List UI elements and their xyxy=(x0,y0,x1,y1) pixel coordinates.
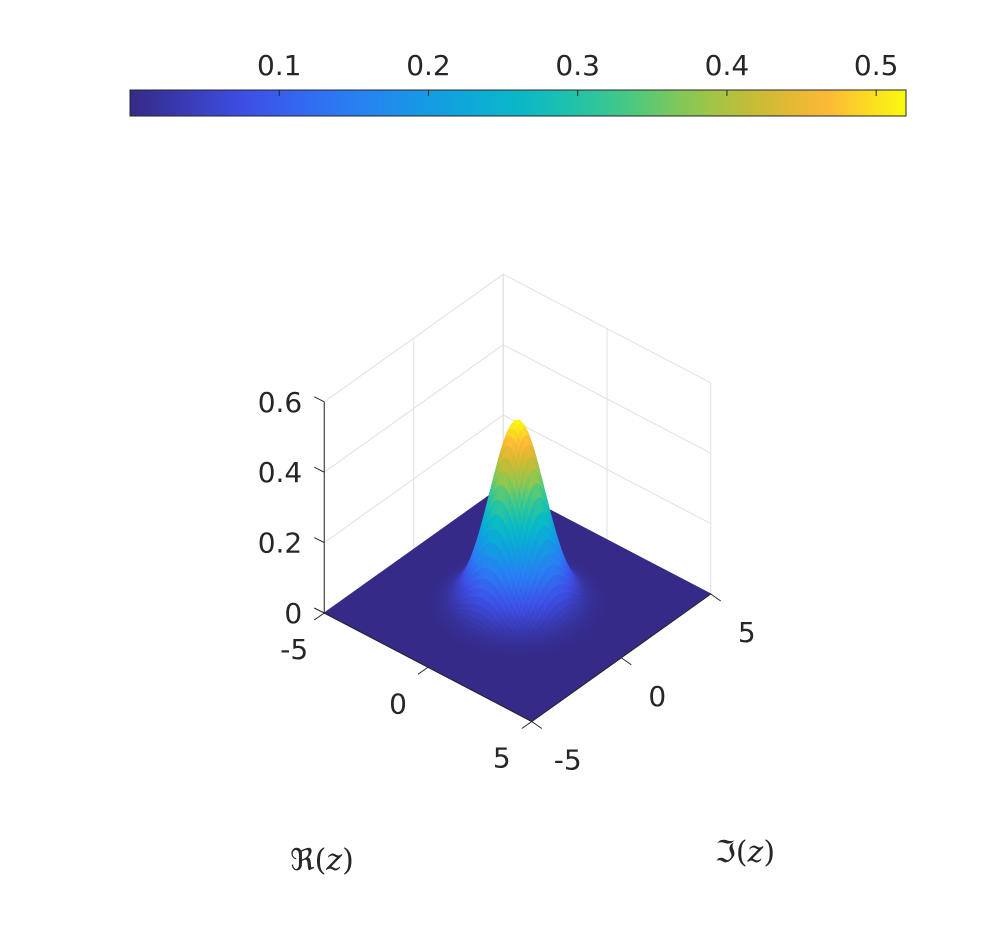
colorbar-tick-label: 0.3 xyxy=(555,49,600,82)
z-tick-mark xyxy=(314,466,325,473)
z-tick-label: 0.6 xyxy=(258,386,303,419)
y-tick-mark xyxy=(620,657,632,666)
grid-line xyxy=(323,273,711,403)
z-tick-label: 0.2 xyxy=(258,527,303,560)
x-tick-label: 5 xyxy=(493,742,511,775)
x-tick-mark xyxy=(521,721,533,729)
surface-patch xyxy=(575,641,582,646)
colorbar-tick-label: 0.5 xyxy=(854,49,899,82)
z-tick-mark xyxy=(314,396,325,403)
x-tick-mark xyxy=(417,666,429,675)
surface-patch xyxy=(525,655,532,660)
y-tick-label: -5 xyxy=(554,744,582,777)
y-tick-mark xyxy=(531,721,543,729)
colorbar-tick-label: 0.4 xyxy=(705,49,750,82)
z-tick-mark xyxy=(314,607,325,614)
z-tick-mark xyxy=(314,537,325,544)
y-axis-label: ℑ(z) xyxy=(715,835,775,870)
colorbar-gradient xyxy=(129,89,907,117)
x-tick-label: -5 xyxy=(280,633,308,666)
axes: 00.20.40.6-505 -505 xyxy=(258,386,756,777)
y-tick-label: 0 xyxy=(648,680,666,713)
z-tick-label: 0.4 xyxy=(258,456,303,489)
x-tick-label: 0 xyxy=(389,687,407,720)
surface-patch xyxy=(548,651,555,656)
x-tick-mark xyxy=(313,612,325,621)
colorbar-tick-label: 0.1 xyxy=(257,49,302,82)
surface-patch xyxy=(555,650,562,654)
y-tick-label: 5 xyxy=(738,616,756,649)
surface-patch xyxy=(541,653,548,658)
surface-patch xyxy=(530,655,537,660)
surface-plot xyxy=(323,419,712,723)
x-axis-label: ℜ(z) xyxy=(290,843,354,878)
colorbar-ticks: 0.1 0.2 0.3 0.4 0.5 xyxy=(257,49,898,96)
surface-patch xyxy=(562,648,569,653)
colorbar-tick-label: 0.2 xyxy=(406,49,451,82)
z-tick-label: 0 xyxy=(284,597,302,630)
colorbar: 0.1 0.2 0.3 0.4 0.5 xyxy=(129,49,907,117)
y-tick-mark xyxy=(710,593,722,602)
